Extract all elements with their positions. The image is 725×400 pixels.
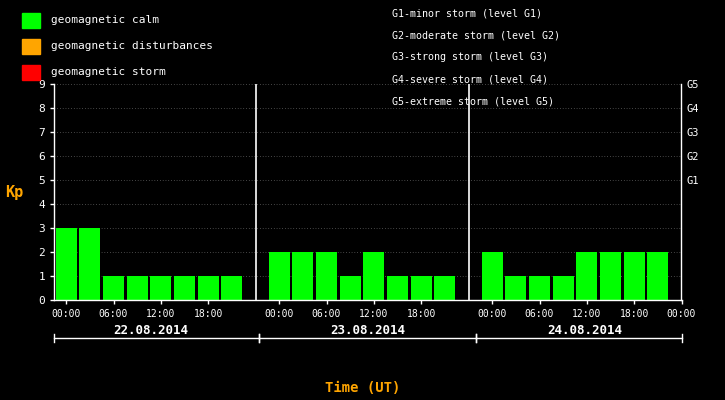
Bar <box>56 228 77 300</box>
Bar <box>292 252 313 300</box>
Text: 24.08.2014: 24.08.2014 <box>547 324 623 337</box>
Text: geomagnetic disturbances: geomagnetic disturbances <box>51 41 212 51</box>
Bar <box>647 252 668 300</box>
Text: Time (UT): Time (UT) <box>325 381 400 395</box>
Bar <box>434 276 455 300</box>
Bar <box>529 276 550 300</box>
Text: G4-severe storm (level G4): G4-severe storm (level G4) <box>392 74 547 84</box>
Text: G5-extreme storm (level G5): G5-extreme storm (level G5) <box>392 96 553 106</box>
Bar <box>103 276 124 300</box>
Bar <box>127 276 148 300</box>
Text: 23.08.2014: 23.08.2014 <box>331 324 405 337</box>
Bar <box>624 252 645 300</box>
Bar <box>174 276 195 300</box>
Text: G3-strong storm (level G3): G3-strong storm (level G3) <box>392 52 547 62</box>
Text: geomagnetic calm: geomagnetic calm <box>51 15 159 25</box>
Bar <box>198 276 219 300</box>
Text: geomagnetic storm: geomagnetic storm <box>51 67 165 77</box>
Text: G1-minor storm (level G1): G1-minor storm (level G1) <box>392 8 542 18</box>
Bar <box>600 252 621 300</box>
Bar <box>482 252 502 300</box>
Bar <box>80 228 100 300</box>
Bar <box>505 276 526 300</box>
Bar <box>411 276 431 300</box>
Bar <box>269 252 289 300</box>
Bar <box>340 276 360 300</box>
Bar <box>387 276 408 300</box>
Text: 22.08.2014: 22.08.2014 <box>113 324 188 337</box>
Text: Kp: Kp <box>5 184 23 200</box>
Bar <box>552 276 573 300</box>
Bar <box>151 276 171 300</box>
Text: G2-moderate storm (level G2): G2-moderate storm (level G2) <box>392 30 560 40</box>
Bar <box>363 252 384 300</box>
Bar <box>316 252 337 300</box>
Bar <box>576 252 597 300</box>
Bar <box>221 276 242 300</box>
